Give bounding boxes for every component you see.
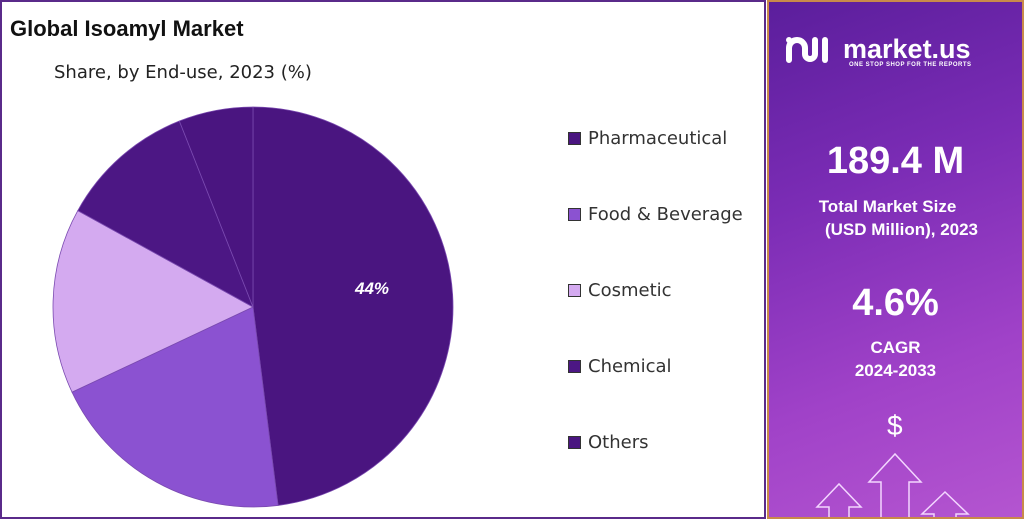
chart-panel: Global Isoamyl Market Share, by End-use,…: [0, 0, 766, 519]
legend-swatch: [568, 436, 581, 449]
pie-slice-food-beverage: [71, 306, 279, 508]
cagr-value: 4.6%: [852, 282, 939, 324]
legend-item: Food & Beverage: [568, 204, 743, 225]
dollar-icon: $: [887, 410, 903, 441]
legend-swatch: [568, 284, 581, 297]
legend-label: Food & Beverage: [588, 204, 743, 225]
legend-label: Others: [588, 432, 649, 453]
legend-item: Chemical: [568, 356, 672, 377]
pie-slice-chemical: [77, 120, 254, 308]
legend-swatch: [568, 360, 581, 373]
chart-subtitle: Share, by End-use, 2023 (%): [54, 62, 312, 83]
legend-item: Pharmaceutical: [568, 128, 727, 149]
growth-arrows-icon: [815, 452, 970, 517]
legend-item: Others: [568, 432, 649, 453]
legend-swatch: [568, 132, 581, 145]
cagr-label: CAGR: [870, 338, 921, 357]
market-size-value: 189.4 M: [826, 140, 965, 182]
brand-name: market.us: [843, 33, 971, 64]
pie-slice-cosmetic: [52, 210, 254, 393]
legend-swatch: [568, 208, 581, 221]
cagr-period: 2024-2033: [854, 361, 937, 380]
market-size-label: Total Market Size: [818, 197, 957, 216]
pie-slice-pharmaceutical: [252, 106, 454, 506]
market-size-unit: (USD Million), 2023: [824, 220, 979, 239]
pie-chart: 44%: [52, 106, 454, 508]
market-us-logo-icon: [786, 37, 828, 63]
summary-panel: market.us ONE STOP SHOP FOR THE REPORTS …: [767, 0, 1024, 519]
legend-item: Cosmetic: [568, 280, 672, 301]
data-label: 44%: [354, 279, 389, 298]
pie-slice-others: [178, 106, 254, 308]
legend-label: Chemical: [588, 356, 672, 377]
brand-tagline: ONE STOP SHOP FOR THE REPORTS: [849, 62, 972, 68]
chart-title: Global Isoamyl Market: [10, 16, 244, 41]
legend-label: Cosmetic: [588, 280, 672, 301]
brand-logo: market.us: [785, 32, 971, 66]
legend-label: Pharmaceutical: [588, 128, 728, 149]
